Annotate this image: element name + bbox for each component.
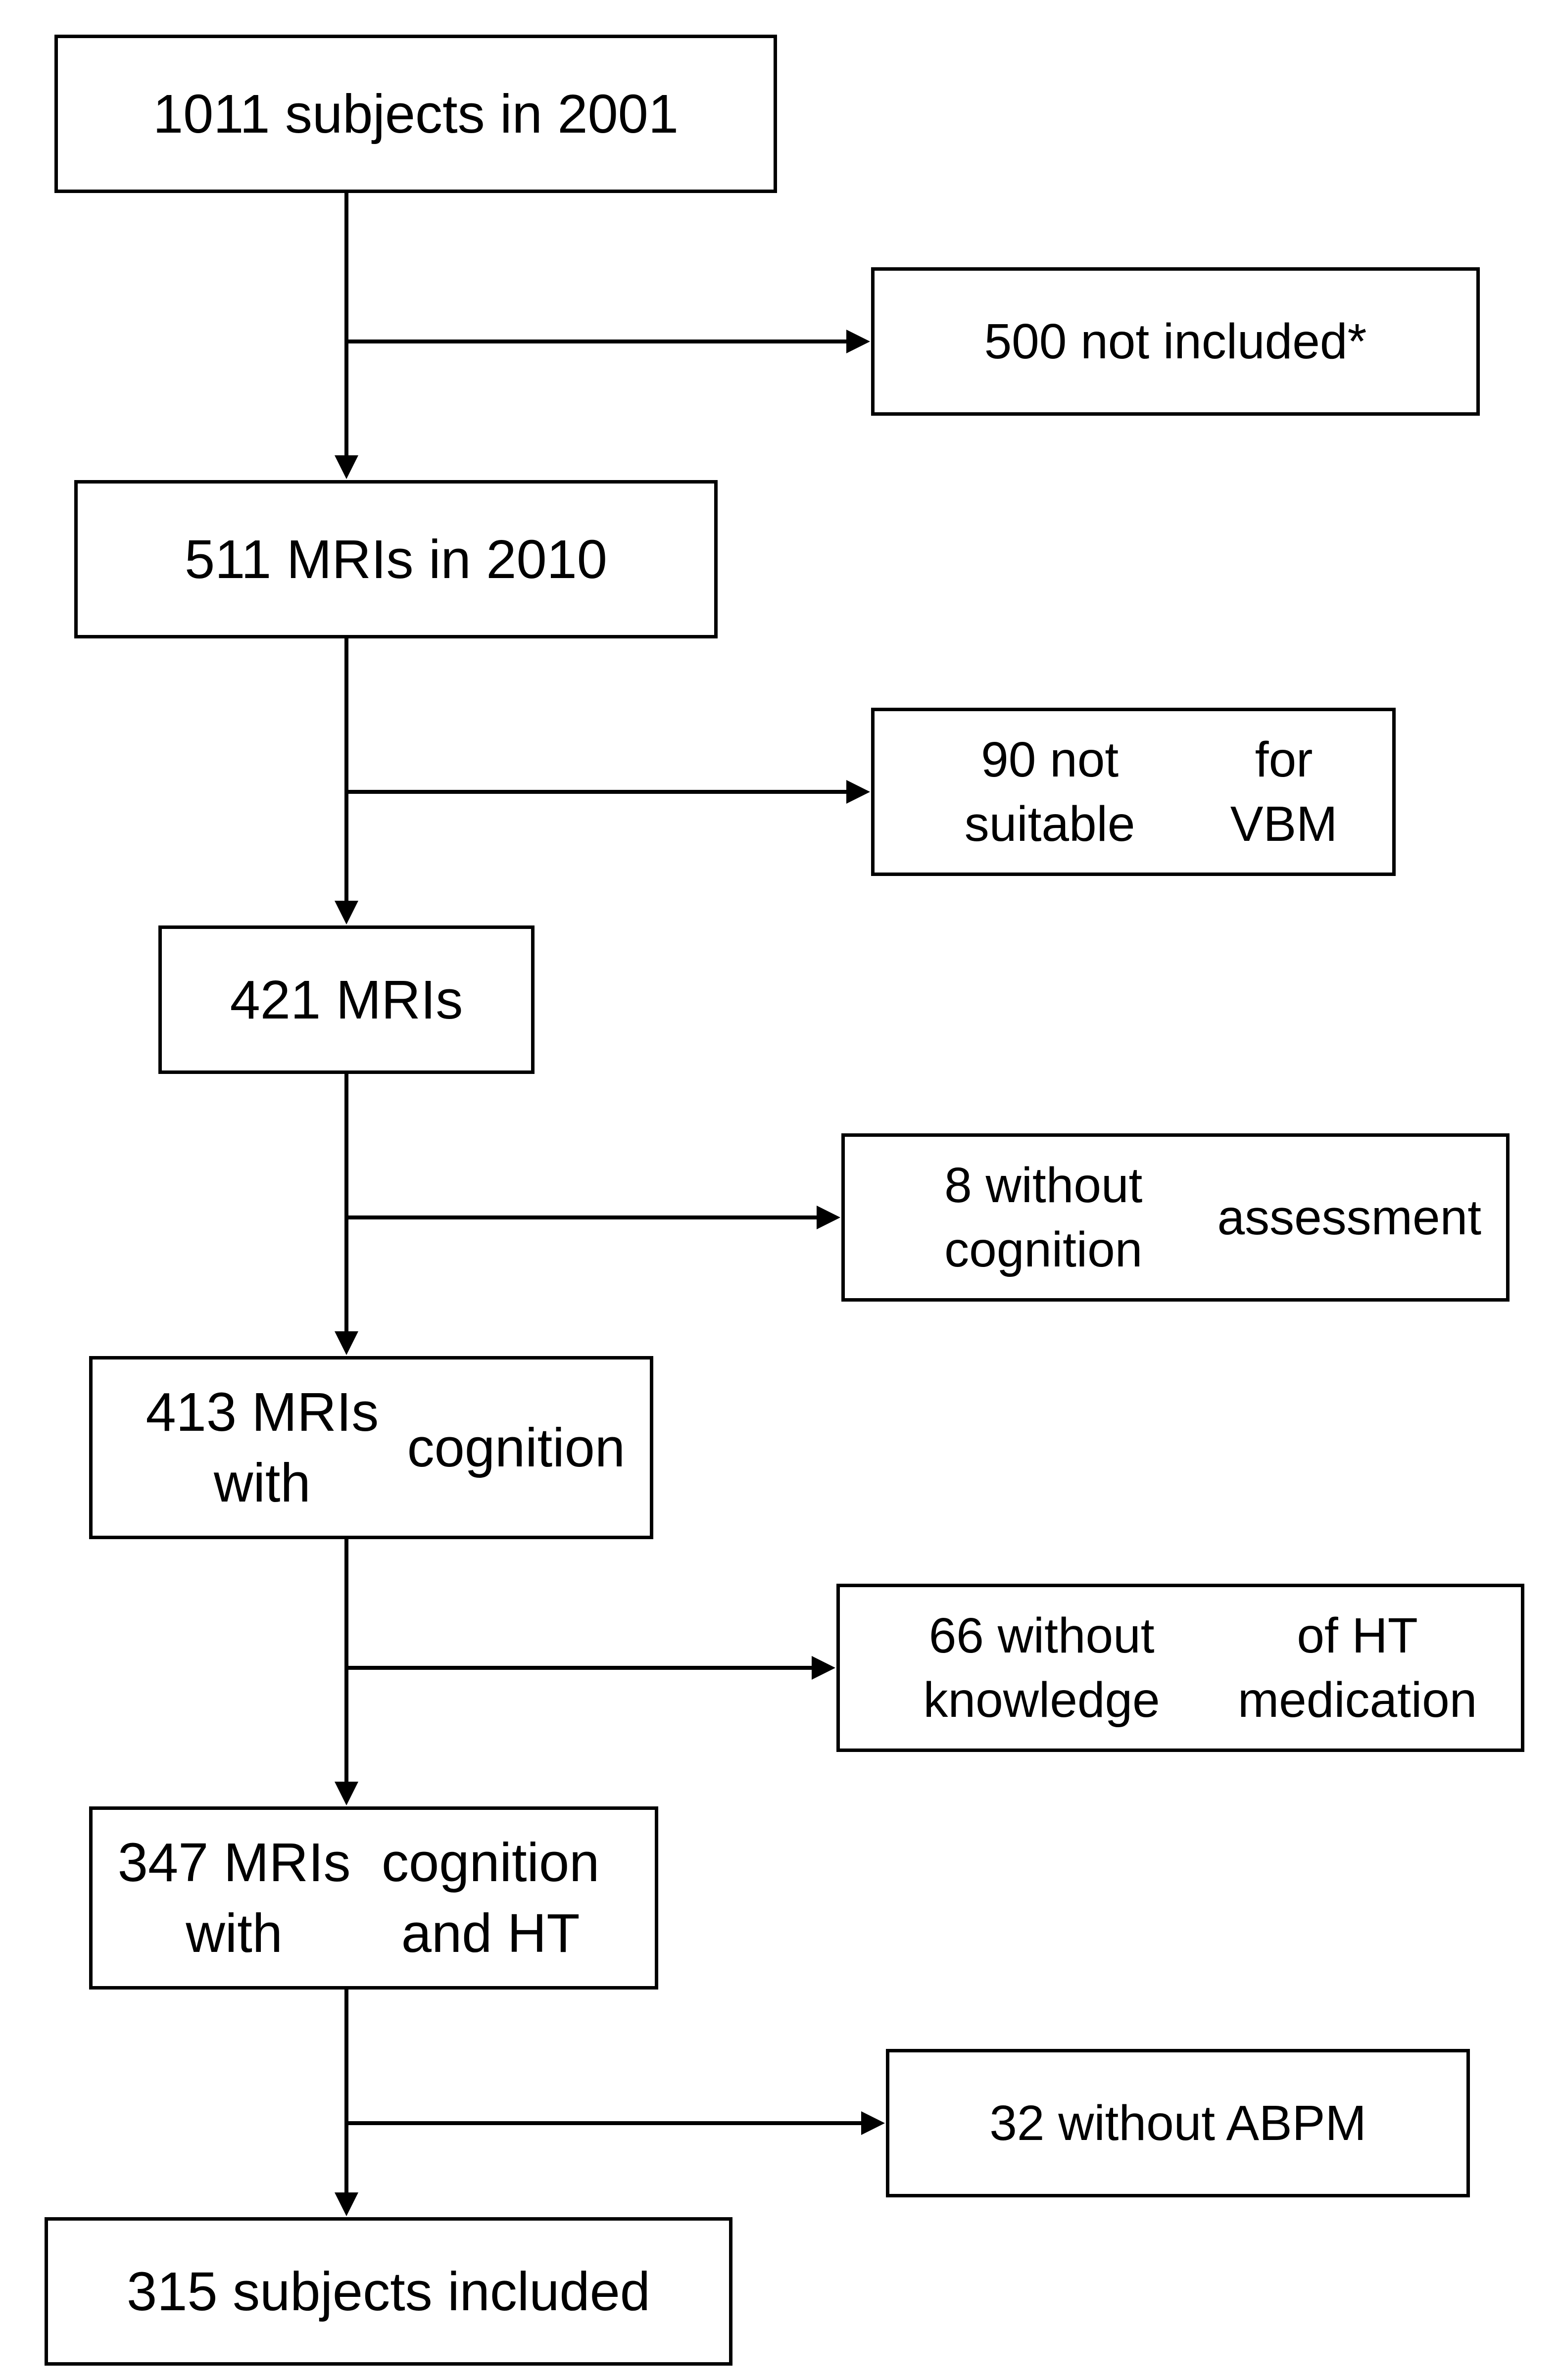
flowchart-node-s5: 32 without ABPM (886, 2049, 1470, 2197)
node-text-line: 8 without cognition (870, 1153, 1217, 1282)
flowchart-node-s1: 500 not included* (871, 267, 1480, 416)
flowchart-node-n1: 1011 subjects in 2001 (54, 35, 777, 193)
flowchart-node-n6: 315 subjects included (45, 2217, 732, 2366)
flowchart-node-n4: 413 MRIs withcognition (89, 1356, 653, 1539)
node-text-line: for VBM (1200, 728, 1367, 856)
node-text-line: 32 without ABPM (989, 2091, 1366, 2155)
node-text-line: of HT medication (1218, 1603, 1496, 1732)
flowchart-node-n2: 511 MRIs in 2010 (74, 480, 718, 638)
node-text-line: cognition (407, 1412, 625, 1483)
node-text-line: 66 without knowledge (865, 1603, 1218, 1732)
study-flowchart: 1011 subjects in 2001 500 not included* 51… (0, 0, 1559, 2380)
node-text-line: 347 MRIs with (117, 1827, 351, 1969)
flowchart-node-n5: 347 MRIs withcognition and HT (89, 1806, 658, 1990)
flowchart-node-s2: 90 not suitablefor VBM (871, 708, 1396, 876)
node-text-line: 315 subjects included (127, 2256, 650, 2327)
node-text-line: 511 MRIs in 2010 (185, 524, 607, 595)
node-text-line: 421 MRIs (230, 965, 463, 1035)
flowchart-node-s3: 8 without cognitionassessment (841, 1133, 1510, 1302)
flowchart-node-s4: 66 without knowledgeof HT medication (836, 1584, 1524, 1752)
node-text-line: assessment (1217, 1185, 1481, 1250)
node-text-line: 1011 subjects in 2001 (153, 79, 679, 149)
node-text-line: 90 not suitable (899, 728, 1200, 856)
node-text-line: 500 not included* (984, 309, 1367, 374)
node-text-line: 413 MRIs with (117, 1377, 407, 1518)
flowchart-node-n3: 421 MRIs (158, 925, 535, 1074)
node-text-line: cognition and HT (351, 1827, 630, 1969)
